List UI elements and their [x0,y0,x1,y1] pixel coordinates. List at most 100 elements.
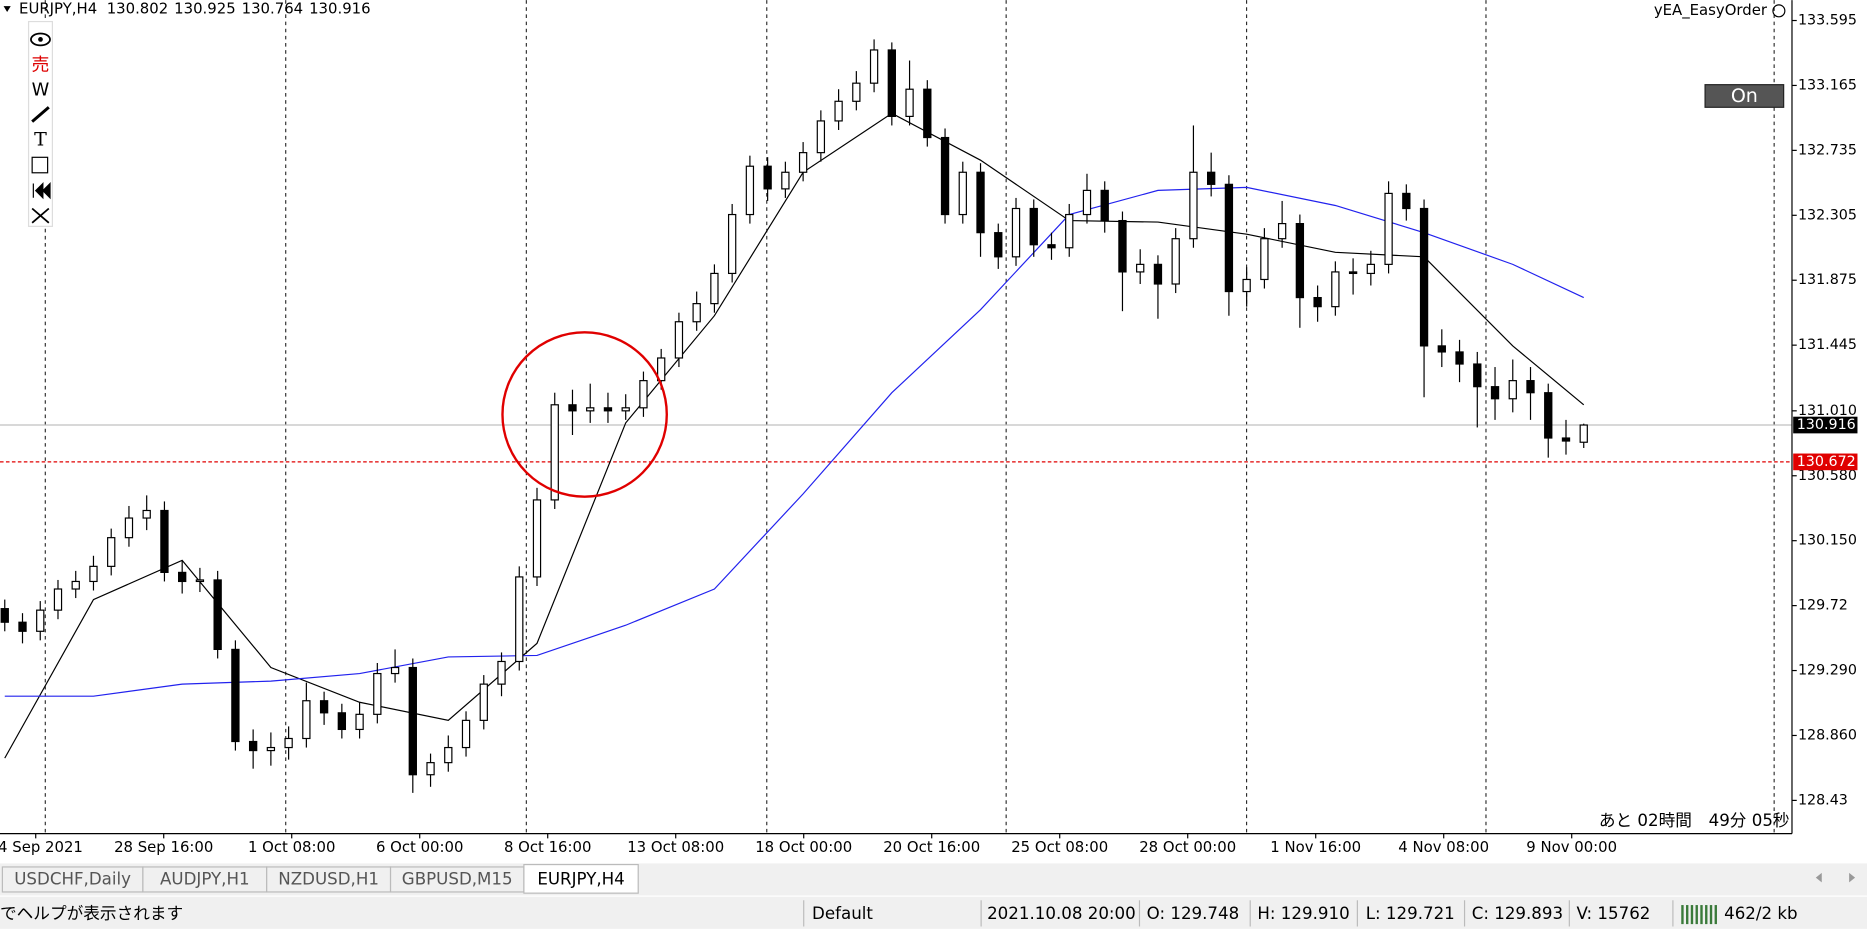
candle-body [248,740,258,752]
tab-label[interactable]: AUDJPY,H1 [160,870,250,889]
candle-body [603,407,613,412]
traffic-icon [1681,905,1717,925]
sell-icon[interactable]: 売 [32,55,50,76]
candle-body [1029,207,1038,246]
candle-body [479,683,488,721]
tab[interactable] [266,866,392,893]
candle-body [1544,392,1553,439]
candle-body [1526,380,1535,394]
scissors-icon[interactable] [31,207,50,224]
tab[interactable] [389,866,525,893]
x-tick-label: 9 Nov 00:00 [1526,838,1617,856]
pencil-icon[interactable] [31,106,50,123]
tab[interactable] [142,866,268,893]
candle-body [1579,424,1588,443]
x-tick-label: 20 Oct 16:00 [883,838,980,856]
candle-body [195,579,205,583]
candle-body [1224,183,1234,293]
w-icon[interactable]: W [32,80,50,101]
symbol: EURJPY,H4 [19,0,97,18]
text-icon[interactable]: T [34,129,47,151]
candle-body [639,380,648,409]
candle-body [994,232,1003,258]
on-button-label[interactable]: On [1731,85,1758,107]
candle-body [1508,380,1517,400]
eye-icon[interactable] [30,32,51,47]
candle-body [178,571,187,583]
moving-average [4,186,1584,697]
candle-body [231,648,240,743]
x-tick-label: 24 Sep 2021 [0,838,83,856]
candle-body [781,171,790,190]
candle-body [923,88,932,139]
candle-body [532,499,542,578]
candle-body [1277,223,1287,240]
candle-body [302,700,311,740]
candle-body [107,537,116,567]
candle-body [745,165,755,216]
tab-label[interactable]: NZDUSD,H1 [278,870,379,889]
chart-area: 133.595 133.165 132.735 132.305 131.875 131.4… [0,0,1858,856]
alert-label: 130.672 [1797,454,1856,470]
rewind-icon[interactable] [32,182,51,200]
candle-body [1136,263,1145,273]
y-tick-label: 131.445 [1798,337,1857,353]
candle-body [834,100,843,122]
x-tick-label: 4 Nov 08:00 [1398,838,1489,856]
candle-body [1242,278,1251,293]
x-tick-label: 1 Oct 08:00 [248,838,336,856]
candle-body [816,120,826,154]
tab-label[interactable]: GBPUSD,M15 [402,870,513,889]
y-tick-label: 133.165 [1798,77,1857,93]
y-tick-label: 131.875 [1798,272,1857,288]
candle-body [53,588,63,611]
circle-annotation [501,331,668,498]
candle-body [710,272,719,305]
header-low: 130.764 [242,0,304,18]
candle-body [1437,345,1446,353]
candle-body [1118,219,1127,273]
ea-name: yEA_EasyOrder [1654,1,1768,19]
status-separators [803,900,1674,927]
candle-body [869,49,879,84]
candle-body [1331,271,1340,308]
x-tick-label: 18 Oct 00:00 [755,838,852,856]
candle-body [1348,271,1358,275]
candle-body [284,737,293,749]
candle-body [444,746,453,764]
header-close: 130.916 [309,0,371,18]
candle-body [763,165,772,190]
bid-label: 130.916 [1797,417,1856,433]
tab-label[interactable]: USDCHF,Daily [14,870,131,889]
candle-body [1189,171,1198,240]
bid-label-bg [1793,416,1858,434]
candle-body [390,666,400,675]
candle-body [798,152,808,173]
candle-body [461,719,471,749]
tab-label[interactable]: EURJPY,H4 [537,870,624,889]
candle-body [1047,244,1056,249]
candle-body [1366,263,1376,275]
status-low: L: 129.721 [1366,904,1455,923]
on-button[interactable] [1704,84,1785,108]
candle-body [36,609,45,632]
status-volume: V: 15762 [1576,904,1650,923]
y-tick-label: 128.860 [1798,727,1857,743]
candle-body [89,565,98,583]
candle-body [1313,296,1322,308]
menu-arrow[interactable] [3,6,11,13]
candle-body [408,666,417,776]
candle-body [1419,207,1429,347]
status-help: でヘルプが表示されます [0,904,183,923]
x-tick-label: 6 Oct 00:00 [376,838,464,856]
alert-label-bg [1793,453,1858,471]
candle-body [160,509,169,573]
tabs: USDCHF,Daily AUDJPY,H1 NZDUSD,H1 GBPUSD,M15… [1,863,639,894]
tab[interactable] [523,863,639,894]
candle-body [1100,189,1109,222]
x-tick-label: 28 Sep 16:00 [114,838,213,856]
candle-body [213,579,222,650]
chart-icon[interactable] [31,156,49,174]
candle-body [550,404,559,501]
